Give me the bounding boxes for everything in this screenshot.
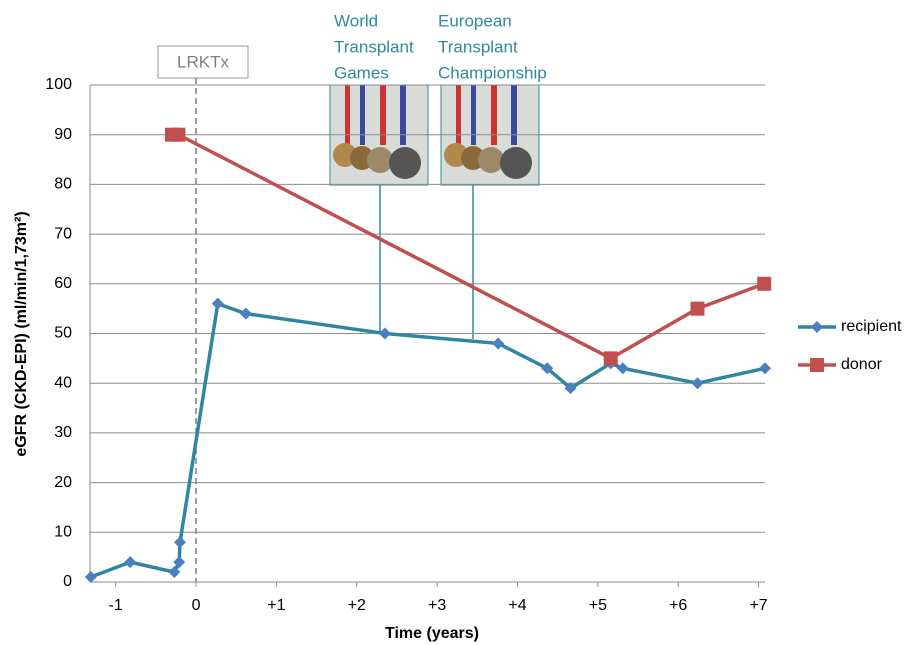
y-tick-label: 30	[54, 424, 72, 441]
point	[691, 302, 705, 316]
legend-label: recipient	[841, 318, 902, 335]
point	[124, 556, 136, 568]
x-tick-label: 0	[192, 597, 201, 614]
y-tick-label: 100	[45, 76, 72, 93]
x-tick-label: +2	[348, 597, 366, 614]
legend-marker	[811, 321, 823, 333]
x-tick-label: +3	[428, 597, 446, 614]
annotation: Championship	[438, 63, 547, 82]
point	[492, 337, 504, 349]
chart: LRKTx World Transplant Games European Tr…	[0, 0, 921, 645]
x-axis-label: Time (years)	[385, 625, 479, 642]
y-tick-label: 90	[54, 126, 72, 143]
point	[174, 536, 186, 548]
y-tick-label: 10	[54, 524, 72, 541]
annotation: European	[438, 11, 512, 30]
point	[757, 277, 771, 291]
legend-label: donor	[841, 356, 883, 373]
annotation: Transplant	[438, 37, 518, 56]
point	[85, 571, 97, 583]
point	[692, 377, 704, 389]
x-tick-label: +1	[267, 597, 285, 614]
y-axis-label: eGFR (CKD-EPI) (ml/min/1,73m²)	[13, 211, 30, 456]
x-tick-label: +5	[589, 597, 607, 614]
y-tick-label: 60	[54, 275, 72, 292]
x-tick-label: -1	[109, 597, 123, 614]
annotation: LRKTx	[177, 52, 229, 71]
point	[759, 362, 771, 374]
point	[604, 351, 618, 365]
legend-marker	[810, 358, 824, 372]
x-tick-label: +4	[508, 597, 526, 614]
point	[173, 556, 185, 568]
y-tick-label: 50	[54, 325, 72, 342]
y-tick-label: 20	[54, 474, 72, 491]
x-tick-label: +6	[669, 597, 687, 614]
annotation: Transplant	[334, 37, 414, 56]
point	[168, 566, 180, 578]
point	[171, 128, 185, 142]
point	[212, 298, 224, 310]
y-tick-label: 0	[63, 573, 72, 590]
series-line	[91, 304, 765, 577]
point	[617, 362, 629, 374]
y-tick-label: 70	[54, 225, 72, 242]
y-tick-label: 40	[54, 374, 72, 391]
annotation: Games	[334, 63, 389, 82]
y-tick-label: 80	[54, 176, 72, 193]
x-tick-label: +7	[749, 597, 767, 614]
point	[240, 308, 252, 320]
annotation: World	[334, 11, 378, 30]
